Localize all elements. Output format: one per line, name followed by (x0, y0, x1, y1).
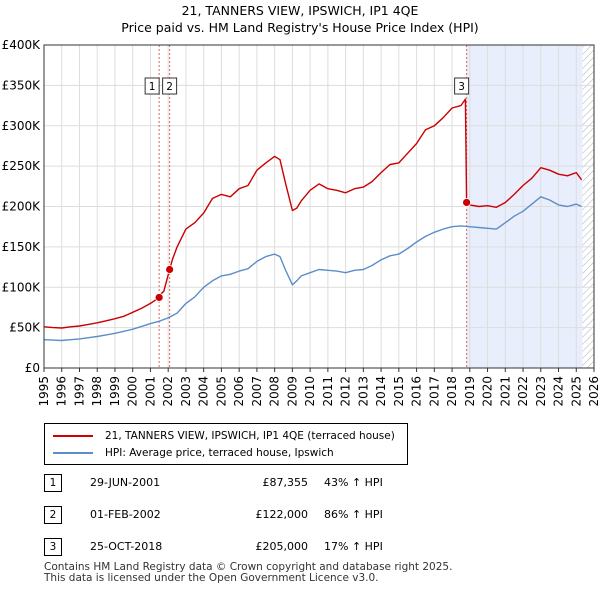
x-tick-label: 2014 (374, 376, 388, 407)
footer-notice: Contains HM Land Registry data © Crown c… (44, 562, 452, 584)
legend: 21, TANNERS VIEW, IPSWICH, IP1 4QE (terr… (44, 423, 408, 465)
x-tick-label: 2019 (463, 376, 477, 407)
y-tick-label: £200K (2, 200, 42, 214)
property-price-line (44, 98, 583, 329)
sale-marker-label: 2 (166, 81, 173, 93)
y-tick-label: £300K (2, 119, 42, 133)
y-tick-label: £250K (2, 159, 42, 173)
y-tick-label: £0 (25, 361, 40, 375)
x-tick-label: 2007 (250, 376, 264, 407)
transaction-hpi-change: 43% ↑ HPI (324, 476, 383, 489)
x-tick-label: 1999 (108, 376, 122, 407)
x-tick-label: 2023 (534, 376, 548, 407)
x-tick-label: 2006 (232, 376, 246, 407)
x-tick-label: 1997 (72, 376, 86, 407)
plot-border (43, 44, 595, 369)
transaction-date: 25-OCT-2018 (90, 540, 163, 553)
sale-marker-box (454, 77, 470, 95)
y-tick-label: £150K (2, 240, 42, 254)
price-chart: 21, TANNERS VIEW, IPSWICH, IP1 4QE Price… (2, 3, 600, 407)
transaction-number-badge: 3 (44, 538, 62, 556)
transaction-date: 29-JUN-2001 (90, 476, 161, 489)
x-tick-label: 2017 (427, 376, 441, 407)
legend-item-hpi: HPI: Average price, terraced house, Ipsw… (53, 445, 334, 461)
x-tick-label: 1995 (37, 376, 51, 407)
x-tick-label: 2002 (161, 376, 175, 407)
chart-title: 21, TANNERS VIEW, IPSWICH, IP1 4QE (182, 3, 419, 18)
transaction-row: 2 01-FEB-2002 £122,000 86% ↑ HPI (44, 506, 404, 524)
x-tick-label: 2008 (268, 376, 282, 407)
x-tick-label: 1996 (55, 376, 69, 407)
x-tick-label: 2024 (552, 376, 566, 407)
transaction-hpi-change: 17% ↑ HPI (324, 540, 383, 553)
x-tick-label: 2026 (587, 376, 600, 407)
sale-marker-box (162, 77, 178, 95)
x-tick-label: 1998 (90, 376, 104, 407)
series-group (44, 98, 583, 342)
sale-marker-box (144, 77, 160, 95)
y-tick-label: £50K (9, 321, 41, 335)
x-tick-label: 2010 (303, 376, 317, 407)
transaction-date: 01-FEB-2002 (90, 508, 161, 521)
x-tick-label: 2000 (126, 376, 140, 407)
footer-line-copyright: Contains HM Land Registry data © Crown c… (44, 561, 453, 573)
x-tick-label: 2012 (339, 376, 353, 407)
transaction-row: 1 29-JUN-2001 £87,355 43% ↑ HPI (44, 474, 404, 492)
x-tick-label: 2009 (285, 376, 299, 407)
legend-swatch-property (53, 435, 93, 437)
x-tick-label: 2020 (481, 376, 495, 407)
footer-line-licence: This data is licensed under the Open Gov… (44, 572, 379, 584)
x-tick-label: 2018 (445, 376, 459, 407)
sale-marker-label: 1 (149, 81, 156, 93)
sale-point (154, 293, 164, 302)
x-tick-label: 2003 (179, 376, 193, 407)
transaction-price: £205,000 (255, 540, 309, 553)
legend-label-property: 21, TANNERS VIEW, IPSWICH, IP1 4QE (terr… (105, 430, 395, 442)
sale-marker-label: 3 (458, 81, 465, 93)
x-tick-label: 2021 (498, 376, 512, 407)
y-tick-label: £350K (2, 78, 42, 92)
transaction-price: £87,355 (262, 476, 309, 489)
transaction-price: £122,000 (255, 508, 309, 521)
x-tick-label: 2004 (197, 376, 211, 407)
transaction-row: 3 25-OCT-2018 £205,000 17% ↑ HPI (44, 538, 404, 556)
x-tick-label: 2001 (143, 376, 157, 407)
x-tick-label: 2005 (214, 376, 228, 407)
legend-item-property: 21, TANNERS VIEW, IPSWICH, IP1 4QE (terr… (53, 428, 395, 444)
transaction-number-badge: 2 (44, 506, 62, 524)
x-tick-label: 2015 (392, 376, 406, 407)
legend-label-hpi: HPI: Average price, terraced house, Ipsw… (105, 447, 334, 459)
transaction-number-badge: 1 (44, 474, 62, 492)
sale-point (165, 265, 175, 274)
y-tick-label: £100K (2, 280, 42, 294)
x-tick-label: 2016 (410, 376, 424, 407)
legend-swatch-hpi (53, 452, 93, 454)
x-tick-label: 2022 (516, 376, 530, 407)
x-tick-label: 2011 (321, 376, 335, 407)
hpi-line (44, 196, 582, 342)
x-tick-label: 2025 (569, 376, 583, 407)
x-tick-label: 2013 (356, 376, 370, 407)
y-tick-label: £400K (2, 38, 42, 52)
sale-point (462, 198, 472, 207)
transaction-hpi-change: 86% ↑ HPI (324, 508, 383, 521)
chart-subtitle: Price paid vs. HM Land Registry's House … (121, 20, 478, 35)
